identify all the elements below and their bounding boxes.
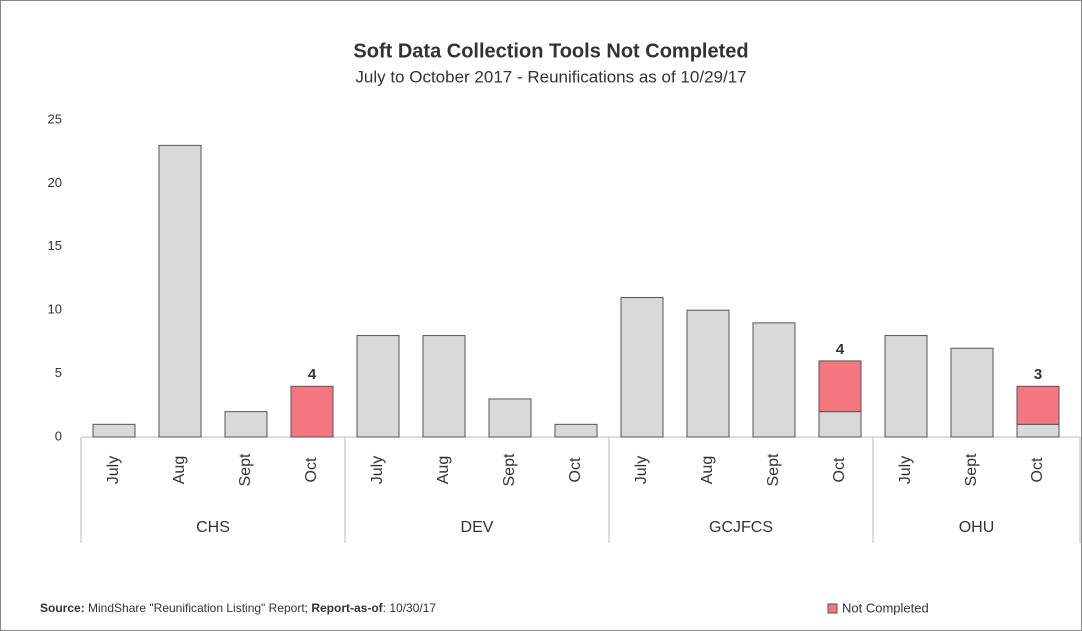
y-tick-label: 10 bbox=[48, 302, 62, 317]
bar-segment bbox=[818, 411, 862, 438]
footnote-part: MindShare "Reunification Listing" Report… bbox=[85, 601, 312, 615]
data-label: 3 bbox=[1034, 366, 1042, 383]
bar-segment bbox=[92, 423, 136, 438]
bar-segment bbox=[950, 347, 994, 438]
bar-segment bbox=[1016, 423, 1060, 438]
bar-segment bbox=[818, 360, 862, 413]
x-tick-label: Sept bbox=[501, 453, 518, 486]
y-tick-label: 15 bbox=[48, 238, 62, 253]
y-tick-label: 5 bbox=[55, 365, 62, 380]
x-tick-label: Oct bbox=[303, 457, 320, 482]
chart-subtitle: July to October 2017 - Reunifications as… bbox=[355, 67, 746, 86]
footnote-part: Report-as-of bbox=[311, 601, 383, 615]
footnote-part: : 10/30/17 bbox=[383, 601, 437, 615]
x-tick-label: Oct bbox=[567, 457, 584, 482]
x-tick-label: Sept bbox=[765, 453, 782, 486]
legend-swatch bbox=[827, 603, 838, 614]
x-tick-label: Sept bbox=[963, 453, 980, 486]
group-label: GCJFCS bbox=[709, 519, 773, 536]
y-tick-label: 25 bbox=[48, 111, 62, 126]
bar-segment bbox=[158, 144, 202, 438]
bar-segment bbox=[224, 411, 268, 438]
bar-segment bbox=[1016, 385, 1060, 425]
group-label: OHU bbox=[959, 519, 995, 536]
legend-label: Not Completed bbox=[842, 600, 929, 615]
y-tick-label: 0 bbox=[55, 428, 62, 443]
bar-segment bbox=[686, 309, 730, 438]
y-tick-label: 20 bbox=[48, 175, 62, 190]
group-label: DEV bbox=[461, 519, 494, 536]
footnote: Source: MindShare "Reunification Listing… bbox=[40, 601, 436, 615]
bar-segment bbox=[356, 335, 400, 438]
chart-title: Soft Data Collection Tools Not Completed bbox=[353, 40, 748, 62]
group-label: CHS bbox=[196, 519, 230, 536]
x-tick-label: July bbox=[105, 456, 122, 484]
x-tick-label: July bbox=[897, 456, 914, 484]
x-tick-label: Oct bbox=[1029, 457, 1046, 482]
x-tick-label: July bbox=[369, 456, 386, 484]
x-tick-label: Sept bbox=[237, 453, 254, 486]
bar-segment bbox=[884, 335, 928, 438]
bar-segment bbox=[488, 398, 532, 438]
bar-segment bbox=[290, 385, 334, 438]
x-tick-label: Oct bbox=[831, 457, 848, 482]
bar-segment bbox=[620, 297, 664, 438]
x-tick-label: Aug bbox=[699, 456, 716, 484]
data-label: 4 bbox=[308, 366, 317, 383]
x-tick-label: July bbox=[633, 456, 650, 484]
footnote-part: Source: bbox=[40, 601, 85, 615]
data-label: 4 bbox=[836, 341, 845, 358]
bar-segment bbox=[752, 322, 796, 438]
x-tick-label: Aug bbox=[171, 456, 188, 484]
bar-segment bbox=[554, 423, 598, 438]
bar-segment bbox=[422, 335, 466, 438]
x-tick-label: Aug bbox=[435, 456, 452, 484]
